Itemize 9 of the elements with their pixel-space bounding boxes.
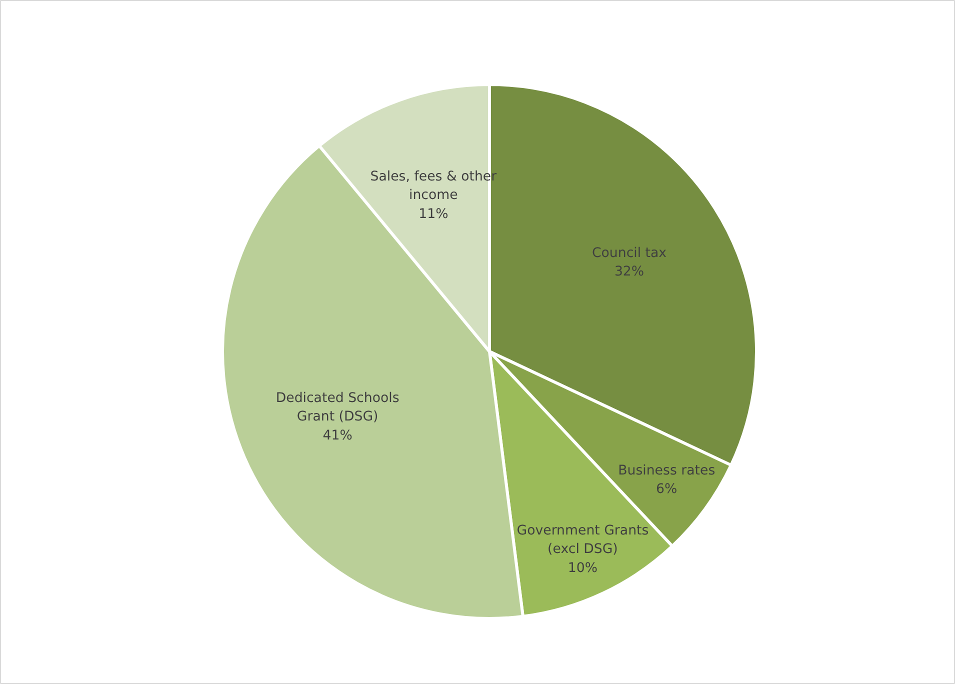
data-label: 10% [568, 560, 598, 576]
slice-label: Dedicated Schools Grant (DSG) [276, 390, 400, 425]
data-label: 32% [614, 264, 644, 280]
data-label: 41% [322, 428, 352, 444]
data-label: 11% [418, 206, 448, 222]
slice-label: Business rates [618, 463, 716, 478]
slice-label: Council tax [592, 246, 667, 261]
data-label: 6% [656, 482, 678, 498]
slice-label: Government Grants (excl DSG) [516, 523, 649, 558]
